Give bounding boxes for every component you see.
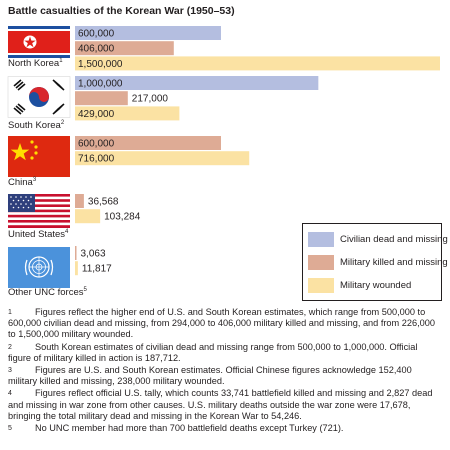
chart-title: Battle casualties of the Korean War (195… xyxy=(8,5,235,17)
bar-chart: 600,000 406,000 1,500,000 1,000,000 217,000 4… xyxy=(7,26,440,298)
bar-value-label: 103,284 xyxy=(104,212,141,223)
footnote-mark: 3 xyxy=(8,367,12,375)
legend-swatch-military-wounded xyxy=(308,277,334,293)
footnote-mark: 2 xyxy=(8,343,12,351)
category-footnote-mark: 5 xyxy=(84,287,88,293)
category-footnote-mark: 4 xyxy=(65,229,69,235)
bar-united-states-military-killed-and-missing xyxy=(75,194,84,208)
bar-value-label: 716,000 xyxy=(78,154,115,165)
legend-swatch-civilian xyxy=(308,231,334,247)
legend-label-military-killed: Military killed and missing xyxy=(340,256,448,268)
bar-value-label: 1,000,000 xyxy=(78,79,123,90)
bar-china-military-wounded xyxy=(75,151,250,166)
bar-value-label: 600,000 xyxy=(78,139,115,150)
bar-value-label: 11,817 xyxy=(82,264,112,275)
bar-value-label: 217,000 xyxy=(132,94,169,105)
footnote-text: Figures are U.S. and South Korean estima… xyxy=(8,365,412,387)
bar-south-korea-military-wounded xyxy=(75,106,180,121)
bar-south-korea-military-killed-and-missing xyxy=(75,91,128,106)
legend-item-civilian: Civilian dead and missing xyxy=(308,231,448,247)
legend-swatch-military-killed xyxy=(308,254,334,270)
footnote-mark: 4 xyxy=(8,390,12,398)
bar-value-label: 1,500,000 xyxy=(78,59,123,70)
bar-value-label: 36,568 xyxy=(88,197,119,208)
category-footnote-mark: 3 xyxy=(33,177,37,183)
bar-value-label: 429,000 xyxy=(78,109,115,120)
footnote-text: Figures reflect official U.S. tally, whi… xyxy=(8,388,433,421)
bar-value-label: 600,000 xyxy=(78,29,115,40)
footnote-mark: 5 xyxy=(8,425,12,433)
south-korea-flag-icon xyxy=(7,76,71,118)
bar-value-label: 3,063 xyxy=(81,249,106,260)
footnote-2: 2 South Korean estimates of civilian dead… xyxy=(8,342,442,364)
bar-south-korea-civilian-dead-and-missing xyxy=(75,76,319,90)
north-korea-flag-icon xyxy=(8,26,70,58)
category-label-north-korea: North Korea1 xyxy=(8,58,63,69)
china-flag-icon xyxy=(8,136,70,177)
footnote-text: Figures reflect the higher end of U.S. a… xyxy=(8,307,435,340)
legend-label-civilian: Civilian dead and missing xyxy=(340,233,448,245)
footnote-5: 5 No UNC member had more than 700 battlef… xyxy=(8,423,442,434)
legend-item-military-wounded: Military wounded xyxy=(308,277,441,293)
bar-north-korea-civilian-dead-and-missing xyxy=(75,26,221,40)
category-label-china: China3 xyxy=(8,177,37,188)
footnote-text: South Korean estimates of civilian dead … xyxy=(8,341,418,363)
bar-value-label: 406,000 xyxy=(78,44,115,55)
united-nations-flag-icon xyxy=(8,247,70,288)
category-label-united-states: United States4 xyxy=(8,229,69,240)
legend-item-military-killed: Military killed and missing xyxy=(308,254,448,270)
chart-legend: Civilian dead and missing Military kille… xyxy=(302,223,448,301)
footnote-text: No UNC member had more than 700 battlefi… xyxy=(35,423,344,434)
footnote-4: 4 Figures reflect official U.S. tally, wh… xyxy=(8,388,442,422)
bar-other-unc-forces-military-wounded xyxy=(75,261,78,276)
bar-north-korea-military-killed-and-missing xyxy=(75,41,174,56)
footnote-3: 3 Figures are U.S. and South Korean estim… xyxy=(8,365,442,387)
united-states-flag-icon xyxy=(8,194,70,228)
category-footnote-mark: 1 xyxy=(59,58,63,64)
bar-united-states-military-wounded xyxy=(75,209,101,224)
bar-north-korea-military-wounded xyxy=(75,56,440,71)
category-label-other-unc-forces: Other UNC forces5 xyxy=(8,287,88,298)
bar-china-military-killed-and-missing xyxy=(75,136,221,150)
bar-other-unc-forces-military-killed-and-missing xyxy=(75,246,77,260)
footnote-1: 1 Figures reflect the higher end of U.S. … xyxy=(8,307,442,341)
footnotes: 1 Figures reflect the higher end of U.S. … xyxy=(8,307,442,435)
category-footnote-mark: 2 xyxy=(61,120,65,126)
category-label-south-korea: South Korea2 xyxy=(8,120,65,131)
legend-label-military-wounded: Military wounded xyxy=(340,279,412,291)
footnote-mark: 1 xyxy=(8,309,12,316)
